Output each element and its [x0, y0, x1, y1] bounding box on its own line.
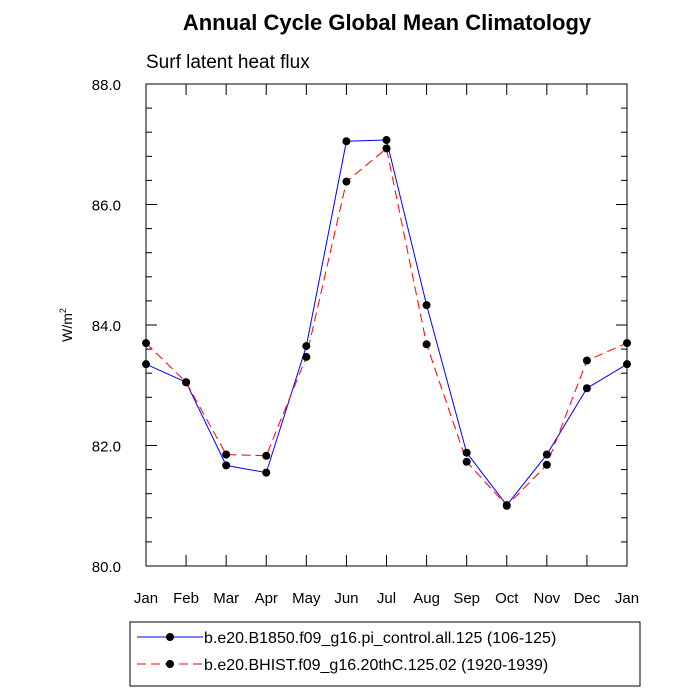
series-2-point [222, 450, 231, 459]
series-1-point [302, 342, 311, 351]
plot-frame [145, 83, 628, 567]
series-2-point [382, 144, 391, 153]
series-2-point [502, 501, 511, 510]
x-tick-label: Jan [615, 590, 639, 607]
axis-ticks [145, 83, 628, 567]
x-tick-label: Apr [255, 590, 278, 607]
x-tick-label: Dec [574, 590, 601, 607]
series-2-point [302, 352, 311, 361]
y-tick-label: 80.0 [92, 559, 121, 576]
series-line-1 [145, 139, 628, 506]
x-tick-label: Nov [533, 590, 560, 607]
chart-subtitle: Surf latent heat flux [146, 52, 310, 73]
series-2-point [623, 339, 631, 348]
series-2-point [462, 457, 471, 466]
series-1-point [342, 137, 351, 146]
x-tick-label: Mar [213, 590, 239, 607]
y-axis-label-text: W/m [59, 313, 75, 342]
x-tick-label: Jun [334, 590, 358, 607]
chart-title: Annual Cycle Global Mean Climatology [183, 10, 592, 35]
legend-label-1: b.e20.B1850.f09_g16.pi_control.all.125 (… [204, 630, 556, 647]
legend-box [129, 621, 641, 687]
legend-label-2: b.e20.BHIST.f09_g16.20thC.125.02 (1920-1… [204, 657, 548, 674]
legend-marker-1 [166, 633, 174, 641]
series-1-point [222, 461, 231, 470]
series-1-point [623, 360, 631, 369]
y-tick-label: 86.0 [92, 198, 121, 215]
y-tick-label: 82.0 [92, 439, 121, 456]
series-2-point [142, 339, 150, 348]
series-1-point [422, 301, 431, 310]
series-1-point [542, 450, 551, 459]
series-2-point [542, 460, 551, 469]
x-tick-label: Aug [413, 590, 440, 607]
series-2-point [262, 451, 271, 460]
y-tick-label: 88.0 [92, 77, 121, 94]
x-tick-label: Feb [173, 590, 199, 607]
y-axis-tick-labels: 80.0 82.0 84.0 86.0 88.0 [92, 77, 121, 576]
series-group [142, 136, 631, 510]
x-tick-label: Jan [134, 590, 158, 607]
series-1-point [462, 448, 471, 457]
series-1-point [582, 384, 591, 393]
x-axis-tick-labels: Jan Feb Mar Apr May Jun Jul Aug Sep Oct Nov Dec Jan [134, 590, 639, 607]
series-1-point [382, 136, 391, 145]
x-tick-label: Sep [453, 590, 480, 607]
series-2-point [582, 356, 591, 365]
series-1-point [262, 468, 271, 477]
y-axis-label: W/m2 [58, 308, 75, 342]
legend: b.e20.B1850.f09_g16.pi_control.all.125 (… [137, 630, 556, 674]
series-2-point [182, 378, 191, 387]
series-line-2 [145, 147, 628, 507]
series-1-point [142, 360, 150, 369]
series-2-point [422, 340, 431, 349]
x-tick-label: May [292, 590, 321, 607]
legend-marker-2 [166, 660, 174, 668]
x-tick-label: Jul [377, 590, 396, 607]
y-axis-label-superscript: 2 [58, 308, 68, 313]
x-tick-label: Oct [495, 590, 519, 607]
y-tick-label: 84.0 [92, 318, 121, 335]
series-2-point [342, 177, 351, 186]
